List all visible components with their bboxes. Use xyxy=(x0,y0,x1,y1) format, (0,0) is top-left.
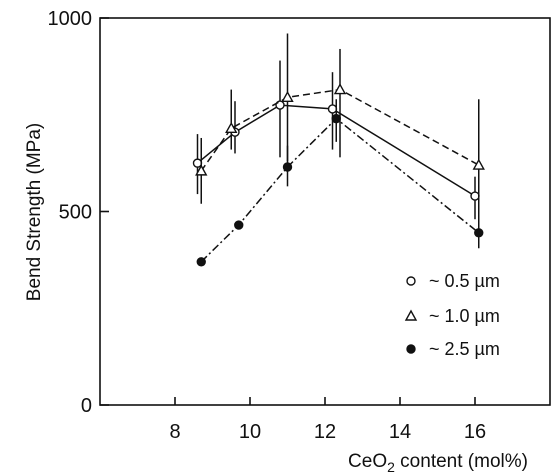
y-tick-label-1000: 1000 xyxy=(48,8,93,30)
y-tick-label-0: 0 xyxy=(81,395,92,417)
series-1-point xyxy=(327,104,338,114)
x-axis-title-main: CeO xyxy=(348,451,387,472)
series-2-point xyxy=(225,121,238,133)
series-3-point xyxy=(234,220,244,230)
series-3 xyxy=(196,99,484,267)
series-2 xyxy=(195,33,485,227)
series-2-point xyxy=(472,158,485,170)
legend-label-2: ~ 1.0 µm xyxy=(429,306,500,326)
x-tick-label-10: 10 xyxy=(239,421,261,443)
x-tick-label-8: 8 xyxy=(169,421,180,443)
series-1-point xyxy=(192,158,203,168)
x-axis-title-subscript: 2 xyxy=(387,459,395,475)
y-axis-title: Bend Strength (MPa) xyxy=(24,123,45,301)
series-3-point xyxy=(474,228,484,238)
legend-marker-1 xyxy=(406,276,416,286)
series-3-point xyxy=(196,257,206,267)
legend-marker-3 xyxy=(406,344,416,354)
series-1 xyxy=(192,60,480,220)
series-3-point xyxy=(331,113,341,124)
axis-ticks: 8 10 12 14 16 0 500 1000 xyxy=(48,8,487,443)
series-2-point xyxy=(281,90,294,103)
legend-label-1: ~ 0.5 µm xyxy=(429,271,500,291)
series-layer xyxy=(192,33,485,267)
legend-marker-2 xyxy=(404,309,418,321)
x-axis-title-rest: content (mol%) xyxy=(395,451,528,472)
legend-label-3: ~ 2.5 µm xyxy=(429,339,500,359)
x-axis-title: CeO2 content (mol%) xyxy=(348,451,528,475)
x-tick-label-12: 12 xyxy=(314,421,336,443)
y-tick-label-500: 500 xyxy=(59,202,92,224)
series-1-point xyxy=(470,191,480,201)
series-3-point xyxy=(282,162,293,172)
series-2-point xyxy=(333,83,347,95)
x-tick-label-14: 14 xyxy=(389,421,411,443)
series-2-point xyxy=(195,164,208,176)
x-tick-label-16: 16 xyxy=(464,421,486,443)
legend: ~ 0.5 µm ~ 1.0 µm ~ 2.5 µm xyxy=(404,271,500,359)
